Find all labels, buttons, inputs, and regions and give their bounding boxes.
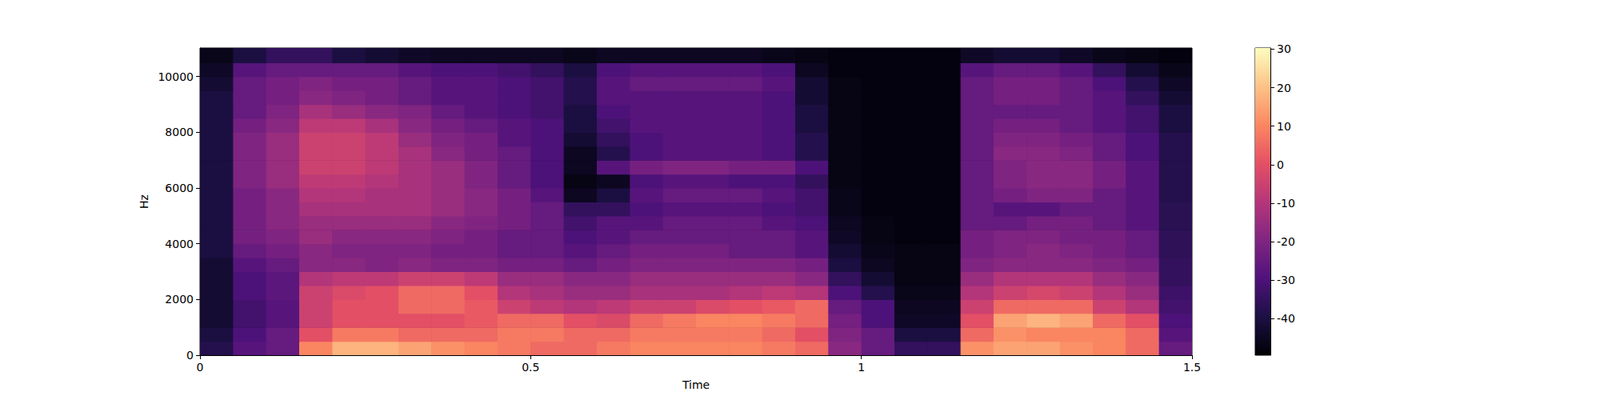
svg-text:0: 0: [196, 360, 204, 374]
svg-text:0: 0: [186, 348, 194, 362]
svg-text:Hz: Hz: [137, 194, 151, 209]
svg-text:-40: -40: [1276, 312, 1296, 325]
svg-text:0: 0: [1276, 158, 1284, 172]
svg-text:-10: -10: [1276, 196, 1296, 210]
svg-text:20: 20: [1276, 81, 1292, 95]
svg-text:30: 30: [1276, 42, 1292, 56]
svg-text:4000: 4000: [164, 237, 194, 251]
svg-text:10000: 10000: [157, 70, 194, 84]
svg-text:1: 1: [857, 360, 865, 374]
svg-text:6000: 6000: [164, 181, 194, 195]
svg-text:10: 10: [1276, 120, 1292, 133]
svg-text:0.5: 0.5: [521, 360, 540, 374]
svg-text:1.5: 1.5: [1183, 360, 1201, 374]
svg-text:-20: -20: [1276, 235, 1296, 248]
svg-text:2000: 2000: [164, 292, 194, 306]
svg-text:-30: -30: [1276, 273, 1296, 287]
svg-text:Time: Time: [681, 378, 710, 392]
svg-text:8000: 8000: [164, 125, 194, 139]
